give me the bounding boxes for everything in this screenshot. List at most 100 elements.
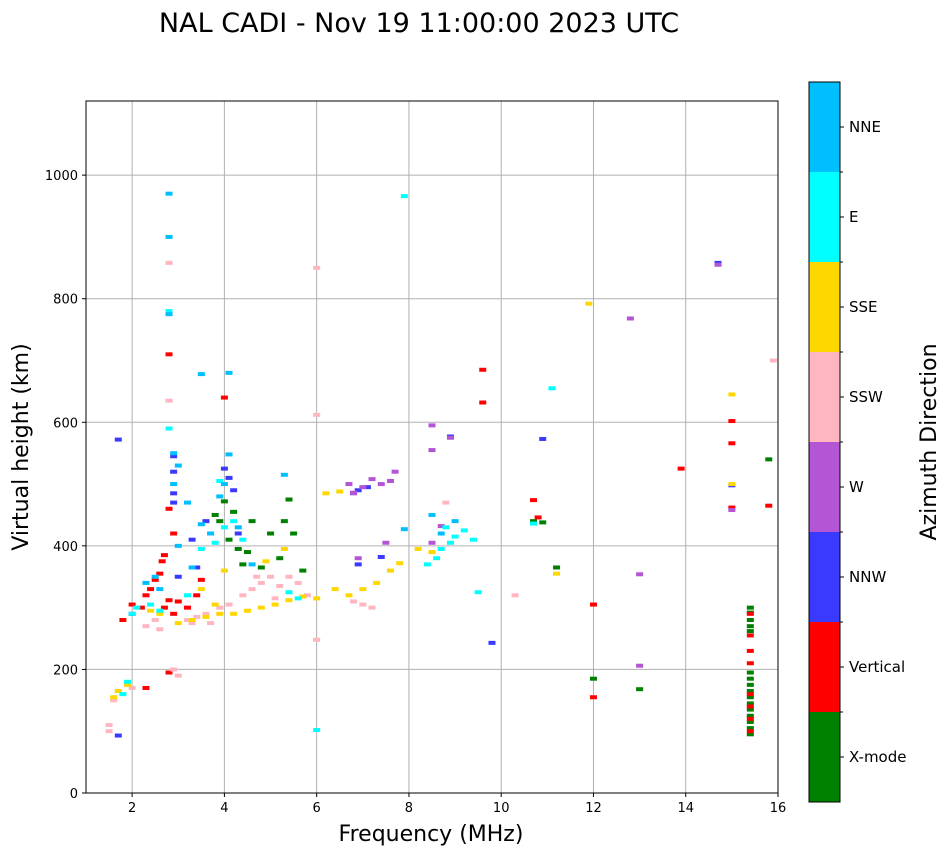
echo-point-e [156, 608, 164, 613]
echo-point-x-mode [211, 512, 219, 517]
echo-point-e [451, 534, 459, 539]
echo-point-e [548, 386, 556, 391]
echo-point-x-mode [234, 546, 242, 551]
echo-point-ssw [165, 398, 173, 403]
echo-point-sse [428, 550, 436, 555]
echo-point-ssw [257, 580, 265, 585]
echo-point-vertical [183, 605, 191, 610]
colorbar-tick-label: E [849, 208, 858, 226]
colorbar-tick-label: X-mode [849, 748, 906, 766]
echo-point-ssw [128, 685, 136, 690]
x-tick-label: 16 [770, 801, 787, 816]
echo-point-nnw [170, 500, 178, 505]
echo-point-vertical [170, 531, 178, 536]
echo-point-ssw [294, 580, 302, 585]
echo-point-vertical [746, 661, 754, 666]
echo-point-e [460, 528, 468, 533]
echo-point-x-mode [636, 687, 644, 692]
echo-point-nne [451, 519, 459, 524]
echo-point-ssw [202, 611, 210, 616]
echo-point-nne [170, 451, 178, 456]
echo-point-nnw [193, 565, 201, 570]
echo-point-ssw [313, 265, 321, 270]
echo-point-vertical [479, 400, 487, 405]
echo-point-e [128, 611, 136, 616]
echo-point-nne [151, 574, 159, 579]
echo-point-vertical [165, 352, 173, 357]
echo-point-x-mode [746, 701, 754, 706]
echo-point-vertical [589, 695, 597, 700]
echo-point-nnw [170, 491, 178, 496]
colorbar-segment [809, 82, 840, 172]
echo-point-x-mode [225, 537, 233, 542]
colorbar-label: Azimuth Direction [917, 343, 942, 540]
echo-point-x-mode [243, 550, 251, 555]
echo-point-vertical [170, 611, 178, 616]
echo-point-ssw [188, 621, 196, 626]
colorbar-segment [809, 622, 840, 712]
echo-point-nne [400, 527, 408, 532]
echo-point-e [313, 727, 321, 732]
echo-point-vertical [128, 602, 136, 607]
echo-point-vertical [746, 633, 754, 638]
x-tick-label: 2 [128, 801, 136, 816]
echo-point-nnw [188, 537, 196, 542]
echo-point-e [165, 309, 173, 314]
y-tick-label: 200 [53, 663, 78, 678]
echo-point-e [423, 562, 431, 567]
echo-point-ssw [216, 605, 224, 610]
echo-point-x-mode [746, 605, 754, 610]
echo-point-sse [188, 618, 196, 622]
echo-point-x-mode [746, 732, 754, 737]
echo-point-ssw [239, 593, 247, 598]
echo-point-nne [174, 543, 182, 548]
echo-point-e [124, 679, 132, 684]
y-tick-label: 800 [53, 293, 78, 308]
echo-point-vertical [746, 611, 754, 616]
echo-point-sse [174, 621, 182, 626]
echo-point-x-mode [257, 565, 265, 570]
echo-point-e [446, 540, 454, 545]
echo-point-sse [728, 482, 736, 487]
echo-point-nne [156, 587, 164, 592]
echo-point-x-mode [746, 629, 754, 634]
echo-point-x-mode [746, 695, 754, 700]
echo-point-vertical [158, 559, 166, 564]
echo-point-ssw [110, 698, 118, 703]
echo-point-nne [216, 494, 224, 499]
echo-point-nne [183, 500, 191, 505]
echo-point-x-mode [589, 676, 597, 681]
echo-point-vertical [746, 692, 754, 697]
echo-point-nnw [220, 466, 228, 471]
echo-point-vertical [746, 716, 754, 721]
echo-point-sse [110, 695, 118, 700]
echo-point-x-mode [746, 719, 754, 724]
echo-point-w [368, 477, 376, 482]
colorbar-tick-label: SSW [849, 388, 883, 406]
echo-point-w [437, 524, 445, 529]
echo-point-ssw [511, 593, 519, 598]
echo-point-w [345, 482, 353, 487]
echo-point-nnw [230, 488, 238, 493]
echo-point-ssw [193, 614, 201, 619]
x-tick-label: 4 [220, 801, 228, 816]
echo-point-nnw [170, 469, 178, 474]
y-tick-label: 600 [53, 416, 78, 431]
echo-point-nne [174, 463, 182, 468]
echo-point-vertical [746, 729, 754, 734]
colorbar-frame [808, 81, 841, 803]
echo-point-sse [124, 682, 132, 687]
echo-point-sse [553, 571, 561, 576]
echo-point-sse [197, 587, 205, 592]
echo-point-vertical [156, 571, 164, 576]
echo-point-vertical [728, 441, 736, 446]
echo-point-vertical [160, 605, 168, 610]
echo-point-w [428, 540, 436, 545]
echo-point-nnw [202, 519, 210, 524]
echo-point-nne [197, 372, 205, 377]
echo-points [105, 191, 777, 738]
echo-point-ssw [303, 593, 311, 598]
echo-point-nne [225, 452, 233, 457]
echo-point-sse [285, 598, 293, 603]
